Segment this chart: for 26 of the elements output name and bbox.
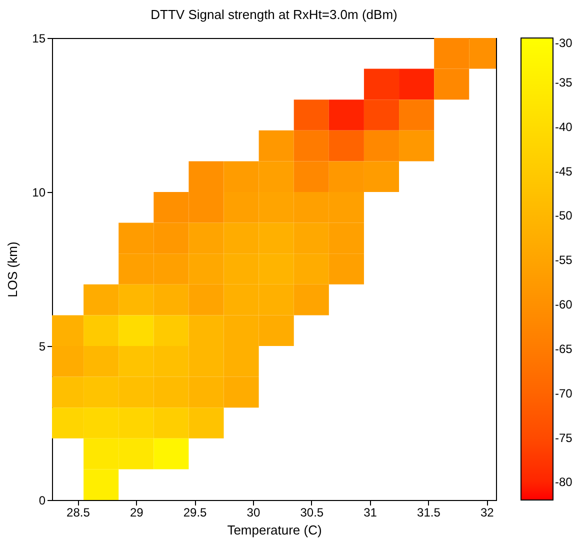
color-bar-label: -55 [555, 253, 573, 268]
color-bar-label: -30 [555, 36, 573, 50]
color-bar-label: -80 [555, 475, 573, 490]
color-bar-label: -60 [555, 298, 573, 312]
x-tick-label: 28.5 [66, 506, 90, 520]
y-tick-label: 15 [32, 32, 46, 46]
y-axis-title: LOS (km) [5, 242, 20, 298]
x-tick-label: 31 [364, 506, 378, 520]
chart-title: DTTV Signal strength at RxHt=3.0m (dBm) [150, 7, 398, 22]
color-bar-label: -40 [555, 120, 573, 134]
x-tick-label: 31.5 [417, 506, 441, 520]
color-bar-label: -65 [555, 342, 573, 356]
x-tick-label: 29 [130, 506, 144, 520]
x-tick-label: 32 [480, 506, 494, 520]
x-tick-label: 30 [246, 506, 260, 520]
color-bar-label: -50 [555, 208, 573, 223]
y-tick-label: 5 [38, 340, 46, 354]
color-bar-label: -70 [555, 386, 573, 400]
color-bar-label: -45 [555, 164, 573, 178]
y-tick-label: 10 [32, 186, 46, 200]
y-tick-label: 0 [38, 494, 46, 508]
color-bar-label: -75 [555, 430, 573, 445]
color-bar-label: -35 [555, 75, 573, 90]
x-axis-title: Temperature (C) [227, 522, 322, 538]
x-tick-label: 30.5 [300, 506, 324, 520]
x-tick-label: 29.5 [183, 506, 208, 520]
